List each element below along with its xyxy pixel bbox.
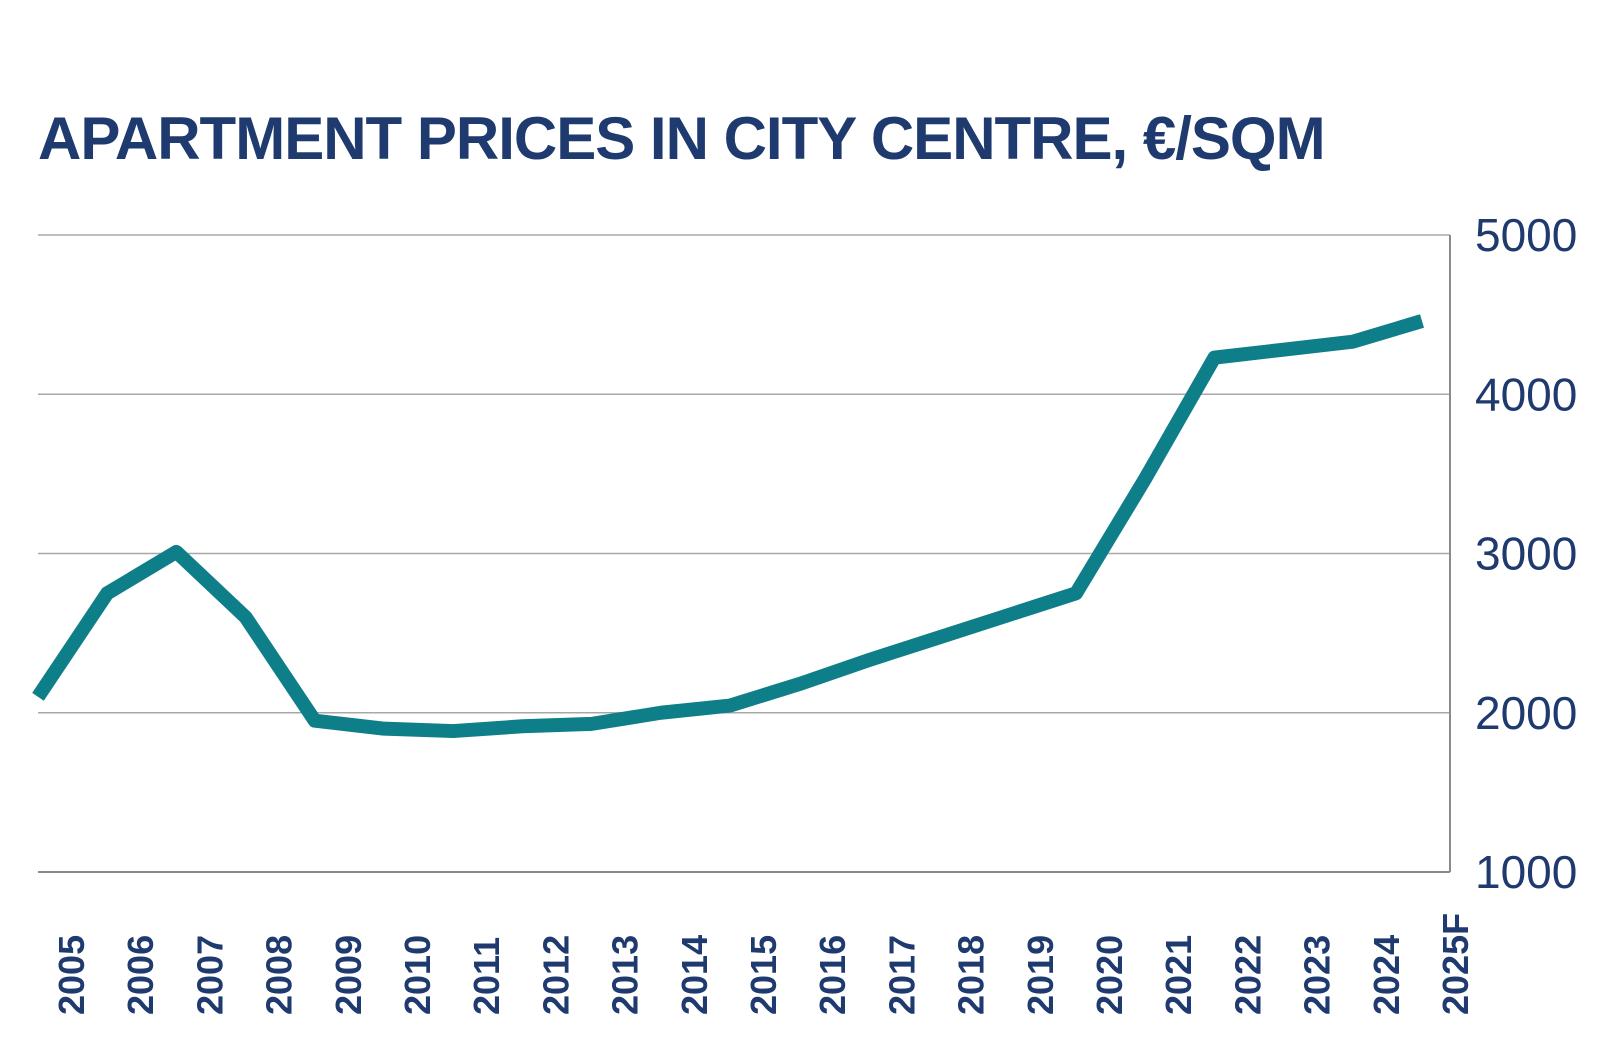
x-tick-label-2017: 2017 xyxy=(881,935,922,1015)
x-tick-label-2005: 2005 xyxy=(51,935,92,1015)
x-tick-label-2015: 2015 xyxy=(743,935,784,1015)
y-tick-label-1000: 1000 xyxy=(1475,846,1577,898)
chart-title: APARTMENT PRICES IN CITY CENTRE, €/SQM xyxy=(38,105,1326,172)
x-tick-label-2022: 2022 xyxy=(1227,935,1268,1015)
x-tick-label-2024: 2024 xyxy=(1366,935,1407,1015)
x-tick-label-2013: 2013 xyxy=(605,935,646,1015)
x-tick-label-2007: 2007 xyxy=(189,935,230,1015)
y-tick-labels: 1000 2000 3000 4000 5000 xyxy=(1475,209,1577,898)
x-tick-label-2025F: 2025F xyxy=(1435,913,1476,1015)
x-tick-label-2023: 2023 xyxy=(1297,935,1338,1015)
x-tick-label-2010: 2010 xyxy=(397,935,438,1015)
y-tick-label-3000: 3000 xyxy=(1475,528,1577,580)
x-tick-label-2016: 2016 xyxy=(812,935,853,1015)
x-tick-label-2019: 2019 xyxy=(1020,935,1061,1015)
y-tick-label-5000: 5000 xyxy=(1475,209,1577,261)
series-layer xyxy=(32,314,1425,739)
series-line-0 xyxy=(32,314,1425,739)
x-tick-labels: 2005 2006 2007 2008 2009 2010 2011 2012 2013 2014… xyxy=(51,913,1476,1015)
grid-lines xyxy=(38,234,1450,873)
x-tick-label-2011: 2011 xyxy=(466,937,507,1015)
x-tick-label-2021: 2021 xyxy=(1158,935,1199,1015)
x-tick-label-2020: 2020 xyxy=(1089,935,1130,1015)
y-tick-label-4000: 4000 xyxy=(1475,368,1577,420)
x-tick-label-2009: 2009 xyxy=(328,935,369,1015)
x-tick-label-2008: 2008 xyxy=(259,935,300,1015)
x-tick-label-2012: 2012 xyxy=(535,935,576,1015)
x-tick-label-2006: 2006 xyxy=(120,935,161,1015)
y-tick-label-2000: 2000 xyxy=(1475,687,1577,739)
x-tick-label-2014: 2014 xyxy=(674,935,715,1015)
x-tick-label-2018: 2018 xyxy=(951,935,992,1015)
